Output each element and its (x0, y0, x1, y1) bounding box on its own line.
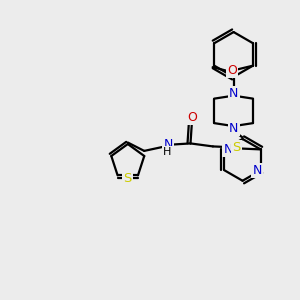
Text: N: N (224, 143, 233, 156)
Text: N: N (229, 122, 238, 135)
Text: N: N (252, 164, 262, 177)
Text: O: O (187, 111, 197, 124)
Text: S: S (232, 141, 241, 154)
Text: O: O (227, 64, 237, 76)
Text: N: N (229, 87, 238, 100)
Text: H: H (163, 147, 172, 158)
Text: N: N (164, 138, 173, 152)
Text: S: S (124, 172, 132, 185)
